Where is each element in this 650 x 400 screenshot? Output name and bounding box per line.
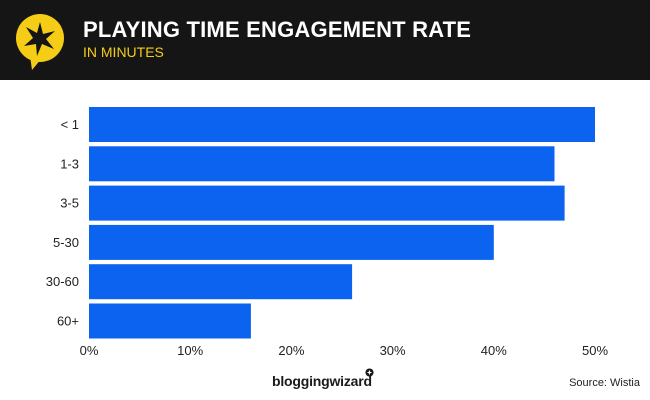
category-label: 5-30	[53, 235, 79, 250]
category-label: 3-5	[60, 196, 79, 211]
x-tick-label: 0%	[80, 343, 99, 358]
x-tick-label: 50%	[582, 343, 608, 358]
bar-2	[89, 185, 565, 221]
bar-3	[89, 224, 494, 260]
brand-logo: bloggingwizard	[272, 373, 372, 389]
brand-star-icon	[365, 368, 374, 377]
source-note: Source: Wistia	[569, 377, 640, 389]
header: PLAYING TIME ENGAGEMENT RATE IN MINUTES	[0, 0, 650, 80]
bar-chart: < 1 1-3 3-5 5-30 30-60 60+0% 10% 20% 30% 40% 50%	[46, 107, 608, 358]
bar-5	[89, 303, 251, 339]
bar-4	[89, 264, 353, 300]
bar-1	[89, 146, 555, 182]
x-tick-label: 30%	[380, 343, 406, 358]
category-label: 30-60	[46, 274, 79, 289]
category-label: 60+	[57, 314, 79, 329]
page-subtitle: IN MINUTES	[83, 44, 164, 60]
x-tick-label: 40%	[481, 343, 507, 358]
bar-0	[89, 107, 595, 142]
page-title: PLAYING TIME ENGAGEMENT RATE	[83, 17, 472, 42]
x-tick-label: 20%	[278, 343, 304, 358]
star-speech-bubble-icon	[16, 14, 64, 70]
category-label: 1-3	[60, 156, 79, 171]
category-label: < 1	[61, 117, 79, 132]
x-tick-label: 10%	[177, 343, 203, 358]
